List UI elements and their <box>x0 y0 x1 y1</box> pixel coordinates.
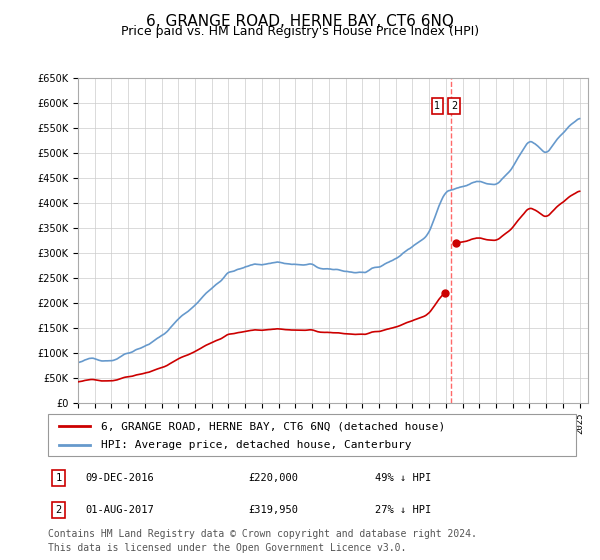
Text: £319,950: £319,950 <box>248 505 299 515</box>
Text: 09-DEC-2016: 09-DEC-2016 <box>85 473 154 483</box>
Text: Price paid vs. HM Land Registry's House Price Index (HPI): Price paid vs. HM Land Registry's House … <box>121 25 479 38</box>
Text: 1: 1 <box>55 473 62 483</box>
Text: 6, GRANGE ROAD, HERNE BAY, CT6 6NQ: 6, GRANGE ROAD, HERNE BAY, CT6 6NQ <box>146 14 454 29</box>
Text: 2: 2 <box>451 101 457 111</box>
Text: 1: 1 <box>434 101 440 111</box>
Text: £220,000: £220,000 <box>248 473 299 483</box>
Text: 6, GRANGE ROAD, HERNE BAY, CT6 6NQ (detached house): 6, GRANGE ROAD, HERNE BAY, CT6 6NQ (deta… <box>101 421 445 431</box>
FancyBboxPatch shape <box>48 414 576 456</box>
Text: 27% ↓ HPI: 27% ↓ HPI <box>376 505 431 515</box>
Text: 2: 2 <box>55 505 62 515</box>
Text: 01-AUG-2017: 01-AUG-2017 <box>85 505 154 515</box>
Text: Contains HM Land Registry data © Crown copyright and database right 2024.
This d: Contains HM Land Registry data © Crown c… <box>48 530 477 553</box>
Text: 49% ↓ HPI: 49% ↓ HPI <box>376 473 431 483</box>
Text: HPI: Average price, detached house, Canterbury: HPI: Average price, detached house, Cant… <box>101 440 412 450</box>
